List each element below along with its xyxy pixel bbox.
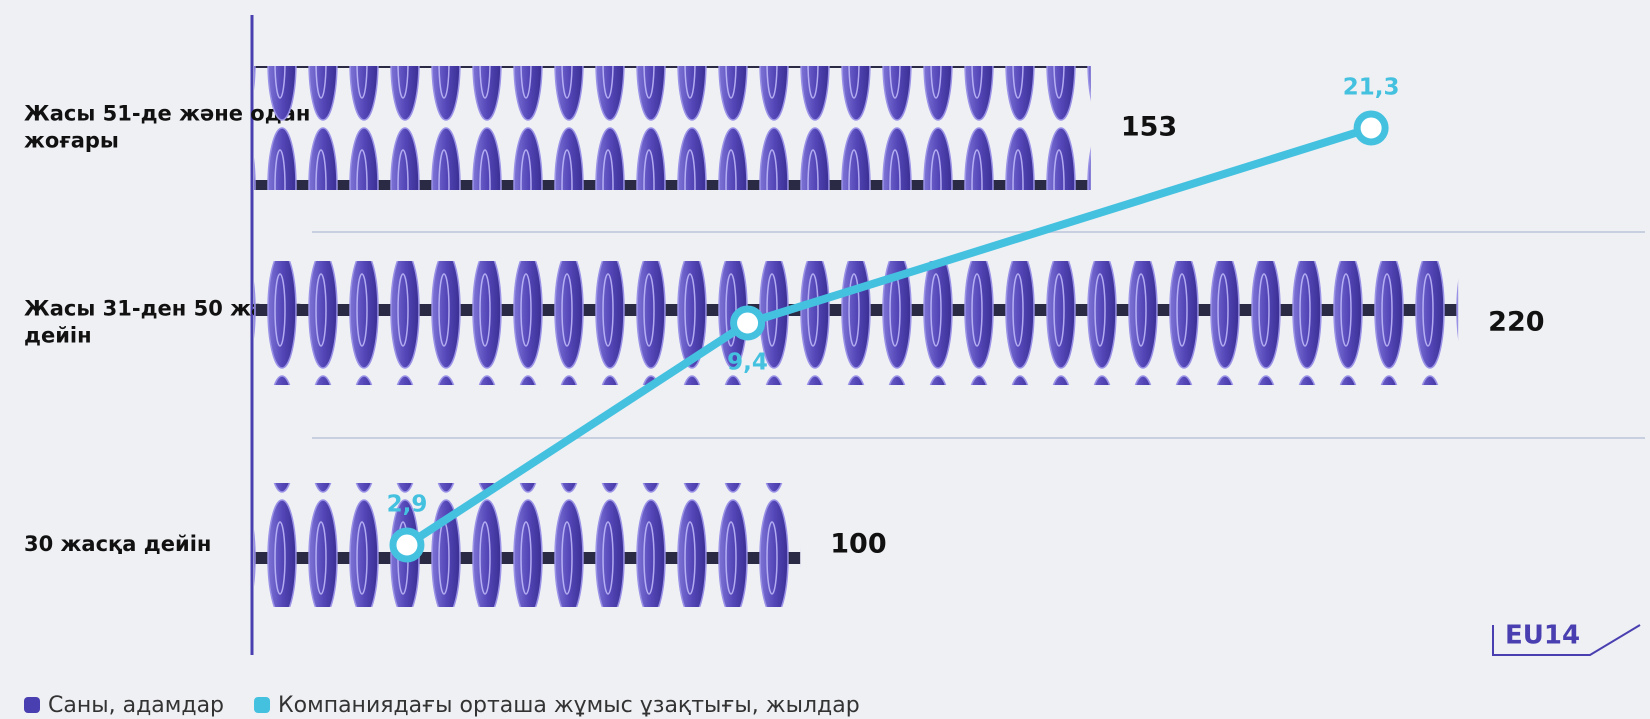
- legend-label: Компаниядағы орташа жұмыс ұзақтығы, жылд…: [278, 693, 860, 718]
- line-value-label: 2,9: [387, 492, 428, 518]
- bar: [254, 261, 1459, 385]
- badge: EU14: [1492, 621, 1641, 656]
- line-point: [730, 305, 766, 341]
- value-label: 220: [1488, 307, 1544, 338]
- category-label: 30 жасқа дейін: [24, 532, 211, 556]
- bar: [254, 483, 801, 607]
- badge-text: EU14: [1505, 621, 1580, 651]
- value-label: 153: [1121, 112, 1177, 143]
- line-point: [389, 527, 425, 563]
- line-value-label: 21,3: [1343, 75, 1400, 101]
- bar: [254, 66, 1091, 190]
- legend-swatch: [254, 697, 271, 713]
- line-point: [1353, 110, 1389, 146]
- legend-label: Саны, адамдар: [48, 693, 224, 718]
- line-value-label: 9,4: [727, 350, 768, 376]
- legend-swatch: [24, 697, 40, 713]
- value-label: 100: [830, 529, 886, 560]
